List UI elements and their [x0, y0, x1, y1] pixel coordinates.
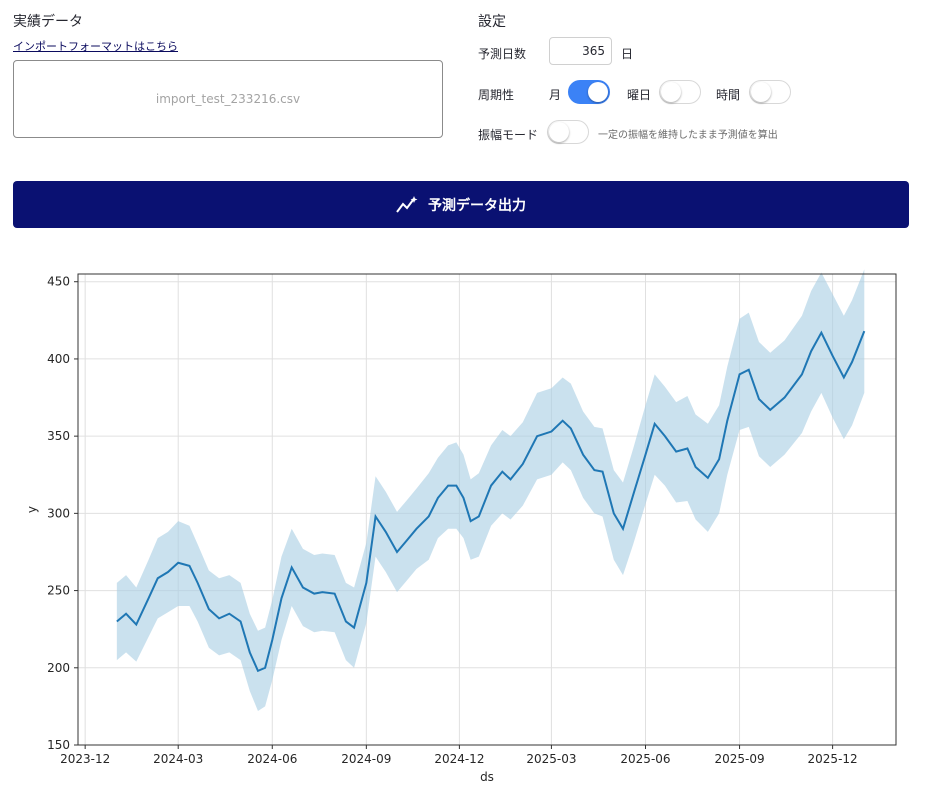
y-tick-label: 450	[47, 275, 70, 289]
x-tick-label: 2025-03	[526, 752, 576, 766]
y-tick-label: 300	[47, 506, 70, 520]
export-forecast-button[interactable]: 予測データ出力	[13, 181, 909, 228]
month-toggle[interactable]	[568, 80, 610, 104]
x-tick-label: 2023-12	[60, 752, 110, 766]
y-tick-label: 200	[47, 661, 70, 675]
y-tick-label: 400	[47, 352, 70, 366]
toggle-knob	[588, 82, 608, 102]
y-tick-label: 250	[47, 584, 70, 598]
forecast-days-unit: 日	[621, 47, 634, 61]
amplitude-mode-label: 振幅モード	[478, 128, 539, 142]
amplitude-mode-hint: 一定の振幅を維持したまま予測値を算出	[598, 130, 778, 141]
actual-data-title: 実績データ	[13, 14, 83, 30]
forecast-days-input[interactable]	[549, 37, 612, 65]
x-tick-label: 2025-06	[620, 752, 670, 766]
plot-frame	[77, 273, 897, 746]
x-tick-label: 2024-03	[153, 752, 203, 766]
x-tick-label: 2025-12	[808, 752, 858, 766]
seasonality-label: 周期性	[478, 88, 515, 102]
month-label: 月	[549, 88, 562, 102]
hour-toggle[interactable]	[749, 80, 791, 104]
uploaded-file-name: import_test_233216.csv	[155, 92, 301, 106]
hour-label: 時間	[716, 88, 741, 102]
weekday-label: 曜日	[627, 88, 652, 102]
uncertainty-band	[116, 269, 865, 712]
y-tick-label: 150	[47, 738, 70, 752]
toggle-knob	[751, 82, 771, 102]
x-tick-label: 2024-09	[341, 752, 391, 766]
amplitude-mode-toggle[interactable]	[547, 120, 589, 144]
forecast-chart: 150 200 250 300 350 400 450 2023-12 2024-03 2024-…	[25, 269, 897, 784]
file-dropzone[interactable]: import_test_233216.csv	[13, 60, 443, 138]
x-axis-label: ds	[480, 770, 494, 784]
toggle-knob	[549, 122, 569, 142]
y-axis-label: y	[25, 506, 39, 513]
export-forecast-label: 予測データ出力	[428, 197, 526, 214]
weekday-toggle[interactable]	[659, 80, 701, 104]
settings-title: 設定	[478, 14, 506, 30]
x-tick-label: 2024-12	[434, 752, 484, 766]
sparkle-chart-icon	[396, 195, 418, 213]
x-tick-label: 2024-06	[247, 752, 297, 766]
toggle-knob	[661, 82, 681, 102]
x-tick-label: 2025-09	[714, 752, 764, 766]
forecast-days-label: 予測日数	[478, 47, 527, 61]
import-format-link[interactable]: インポートフォーマットはこちら	[13, 40, 178, 53]
forecast-line	[116, 330, 866, 673]
y-tick-label: 350	[47, 429, 70, 443]
